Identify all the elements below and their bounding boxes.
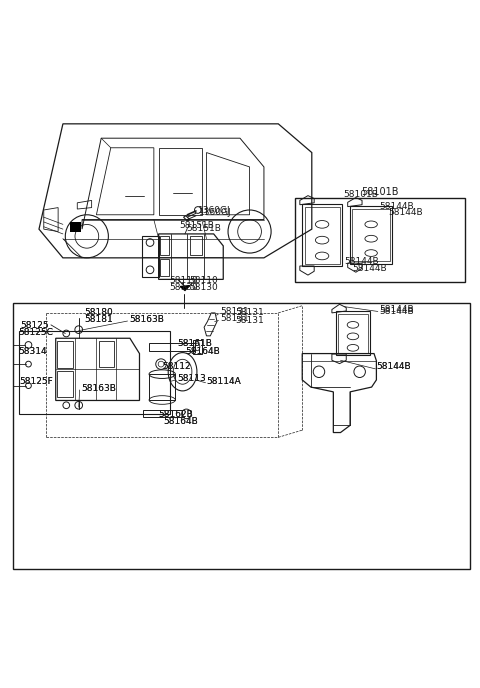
Text: 58114A: 58114A <box>206 377 241 386</box>
Text: 58131: 58131 <box>235 316 264 325</box>
Text: 58112: 58112 <box>162 363 191 372</box>
Text: 58125F: 58125F <box>19 377 53 386</box>
Bar <box>19 331 169 414</box>
Text: 58163B: 58163B <box>129 314 164 323</box>
Bar <box>190 236 202 255</box>
Text: 58180: 58180 <box>84 308 113 317</box>
Text: 58101B: 58101B <box>343 190 378 199</box>
Text: 58151B: 58151B <box>186 224 221 233</box>
Bar <box>12 303 470 569</box>
Text: 58163B: 58163B <box>129 314 164 323</box>
Text: 58113: 58113 <box>177 374 205 383</box>
Bar <box>159 236 169 255</box>
Text: 58113: 58113 <box>177 374 205 383</box>
Text: 58131: 58131 <box>235 308 264 317</box>
Bar <box>99 341 114 367</box>
Text: 58161B: 58161B <box>177 339 212 349</box>
Text: 58181: 58181 <box>84 314 113 323</box>
Text: 58164B: 58164B <box>185 347 220 356</box>
Text: 58144B: 58144B <box>379 305 413 314</box>
Bar <box>70 222 81 233</box>
Text: 1360GJ: 1360GJ <box>198 206 231 215</box>
Text: 58144B: 58144B <box>379 202 413 211</box>
Text: 58144B: 58144B <box>388 208 423 217</box>
Text: 58101B: 58101B <box>361 187 399 197</box>
Text: 58144B: 58144B <box>380 307 414 316</box>
Text: 58163B: 58163B <box>81 383 116 393</box>
Text: 58162B: 58162B <box>158 410 193 419</box>
Text: 58144B: 58144B <box>352 264 387 273</box>
Bar <box>295 198 465 282</box>
Text: 58164B: 58164B <box>163 417 198 426</box>
Text: 58125: 58125 <box>20 321 48 330</box>
Text: 58144B: 58144B <box>344 257 379 266</box>
Text: 58130: 58130 <box>169 283 198 292</box>
Text: 58162B: 58162B <box>158 410 193 419</box>
Text: 58131: 58131 <box>220 308 249 316</box>
Text: 58151B: 58151B <box>180 221 215 230</box>
Bar <box>352 208 390 261</box>
Bar <box>159 259 169 276</box>
Text: 58112: 58112 <box>162 363 191 372</box>
Text: 58110: 58110 <box>169 277 198 286</box>
Bar <box>57 371 73 397</box>
Text: 1360GJ: 1360GJ <box>199 208 232 217</box>
Text: 58110: 58110 <box>190 277 218 286</box>
Bar <box>57 341 73 368</box>
Text: 58164B: 58164B <box>185 347 220 356</box>
Text: 58181: 58181 <box>84 314 113 323</box>
Text: 58164B: 58164B <box>163 417 198 426</box>
Text: 58314: 58314 <box>18 347 47 356</box>
Text: 58125C: 58125C <box>18 328 53 337</box>
Text: 58144B: 58144B <box>376 363 411 372</box>
Text: 58163B: 58163B <box>81 383 116 393</box>
Text: 58314: 58314 <box>18 347 47 356</box>
Bar <box>338 314 368 353</box>
Bar <box>305 206 339 264</box>
Text: 58144B: 58144B <box>376 363 411 372</box>
Text: 58125C: 58125C <box>18 328 53 337</box>
Text: 58161B: 58161B <box>177 339 212 349</box>
Text: 58125: 58125 <box>20 321 48 330</box>
Polygon shape <box>180 286 190 290</box>
Text: 58180: 58180 <box>84 308 113 317</box>
Text: 58131: 58131 <box>220 314 249 323</box>
Text: 58130: 58130 <box>190 283 218 292</box>
Text: 58125F: 58125F <box>19 377 53 386</box>
Text: 58114A: 58114A <box>206 377 241 386</box>
